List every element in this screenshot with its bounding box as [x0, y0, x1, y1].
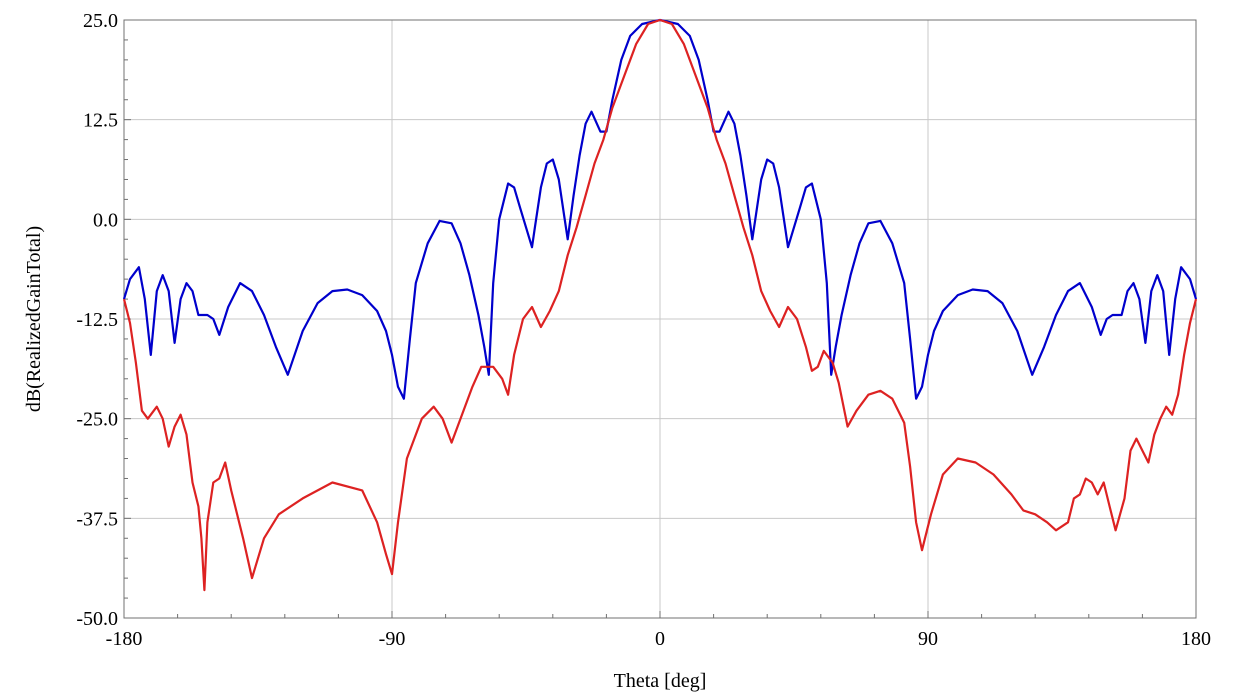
y-axis-label: dB(RealizedGainTotal) — [23, 226, 45, 412]
data-series — [122, 18, 1198, 592]
x-axis-tick-labels: -180 -90 0 90 180 — [106, 628, 1211, 650]
y-tick-label: -25.0 — [76, 409, 118, 431]
series-line-2 — [122, 18, 1198, 592]
y-tick-label: 25.0 — [83, 10, 118, 32]
x-tick-label: -180 — [106, 628, 143, 650]
y-tick-label: -37.5 — [76, 508, 118, 530]
y-axis-tick-labels: 25.0 12.5 0.0 -12.5 -25.0 -37.5 -50.0 — [76, 10, 118, 630]
y-tick-label: 0.0 — [93, 209, 118, 231]
x-tick-label: 0 — [655, 628, 665, 650]
y-tick-label: 12.5 — [83, 110, 118, 132]
x-tick-label: 90 — [918, 628, 938, 650]
x-axis-label: Theta [deg] — [614, 670, 707, 692]
x-tick-label: -90 — [379, 628, 406, 650]
y-tick-label: -50.0 — [76, 608, 118, 630]
y-tick-label: -12.5 — [76, 309, 118, 331]
x-tick-label: 180 — [1181, 628, 1211, 650]
